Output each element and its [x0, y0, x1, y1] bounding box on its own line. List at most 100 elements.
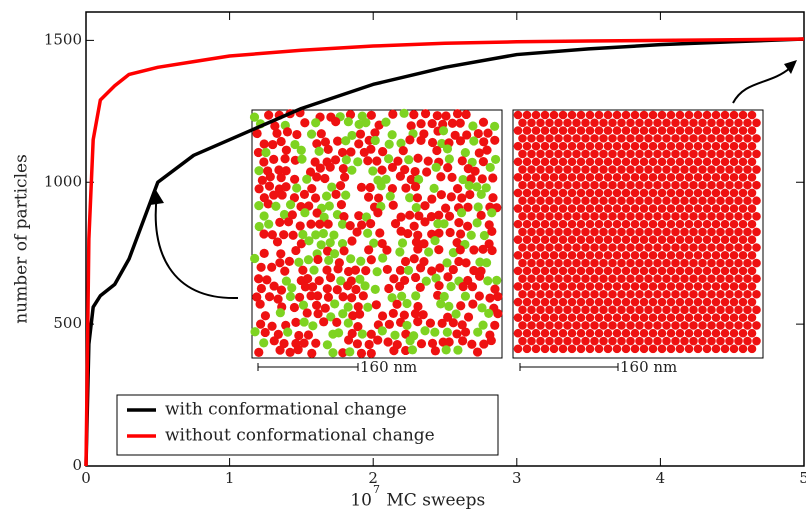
particle	[729, 250, 739, 260]
particle	[518, 180, 527, 190]
particle	[478, 320, 488, 330]
particle	[734, 258, 743, 268]
particle	[490, 135, 500, 145]
particle	[572, 134, 581, 143]
particle	[276, 285, 287, 295]
particle	[590, 165, 599, 174]
particle	[720, 157, 730, 167]
particle	[423, 156, 433, 166]
particle	[720, 250, 730, 260]
particle	[711, 188, 721, 198]
particle	[648, 173, 658, 182]
particle	[644, 227, 653, 237]
particle	[446, 281, 456, 292]
particle	[698, 165, 707, 174]
particle	[296, 145, 306, 155]
particle	[563, 305, 572, 315]
particle	[621, 282, 631, 291]
particle	[675, 173, 685, 182]
particle	[608, 258, 617, 268]
particle	[626, 305, 635, 315]
particle	[420, 326, 430, 336]
particle	[531, 188, 541, 198]
particle	[370, 135, 380, 146]
particle	[716, 274, 725, 283]
particle	[441, 203, 451, 213]
particle	[585, 297, 595, 307]
particle	[594, 344, 604, 354]
particle	[536, 134, 545, 143]
particle	[259, 157, 269, 167]
particle	[387, 293, 397, 303]
particle	[345, 110, 356, 120]
particle	[307, 183, 317, 194]
particle	[260, 327, 270, 338]
particle	[451, 309, 461, 319]
particle	[738, 173, 748, 182]
particle	[308, 321, 318, 331]
particle	[680, 149, 689, 159]
particle	[518, 274, 527, 283]
particle	[621, 297, 631, 307]
particle	[675, 141, 685, 151]
particle	[536, 305, 545, 315]
particle	[393, 156, 403, 166]
particle	[635, 227, 644, 237]
particle	[572, 258, 581, 268]
particle	[467, 282, 478, 292]
particle	[752, 149, 761, 159]
particle	[371, 300, 381, 310]
particle	[716, 243, 725, 252]
particle	[648, 110, 658, 120]
particle	[644, 274, 653, 283]
particle	[341, 190, 351, 200]
particle	[711, 250, 721, 260]
particle	[635, 289, 644, 299]
particle	[693, 204, 703, 213]
particle	[413, 153, 423, 163]
particle	[639, 204, 649, 213]
particle	[567, 173, 577, 182]
particle	[648, 157, 658, 167]
particle	[376, 181, 386, 191]
particle	[702, 313, 712, 322]
particle	[644, 336, 653, 346]
particle	[448, 248, 458, 258]
particle	[355, 129, 366, 139]
particle	[303, 255, 314, 265]
particle	[259, 211, 269, 221]
particle	[747, 282, 757, 291]
particle	[639, 141, 649, 151]
particle	[452, 329, 462, 339]
particle	[698, 321, 707, 330]
particle	[354, 211, 364, 221]
particle	[648, 250, 658, 260]
particle	[657, 313, 667, 322]
particle	[752, 165, 761, 174]
particle	[729, 282, 739, 291]
particle	[747, 313, 757, 322]
particle	[306, 291, 316, 301]
particle	[473, 327, 483, 337]
particle	[680, 258, 689, 268]
particle	[581, 149, 590, 159]
particle	[518, 118, 527, 128]
y-tick-label: 1000	[44, 172, 82, 190]
particle	[747, 344, 757, 354]
particle	[626, 149, 635, 159]
particle	[347, 293, 357, 303]
particle	[675, 282, 685, 291]
particle	[693, 328, 703, 338]
particle	[734, 180, 743, 190]
particle	[545, 336, 554, 346]
particle	[522, 188, 532, 198]
particle	[264, 292, 275, 302]
particle	[302, 174, 312, 184]
particle	[485, 162, 495, 173]
particle	[576, 313, 586, 322]
particle	[707, 180, 716, 190]
particle	[549, 344, 559, 354]
particle	[747, 204, 757, 213]
particle	[635, 118, 644, 128]
particle	[335, 181, 346, 191]
